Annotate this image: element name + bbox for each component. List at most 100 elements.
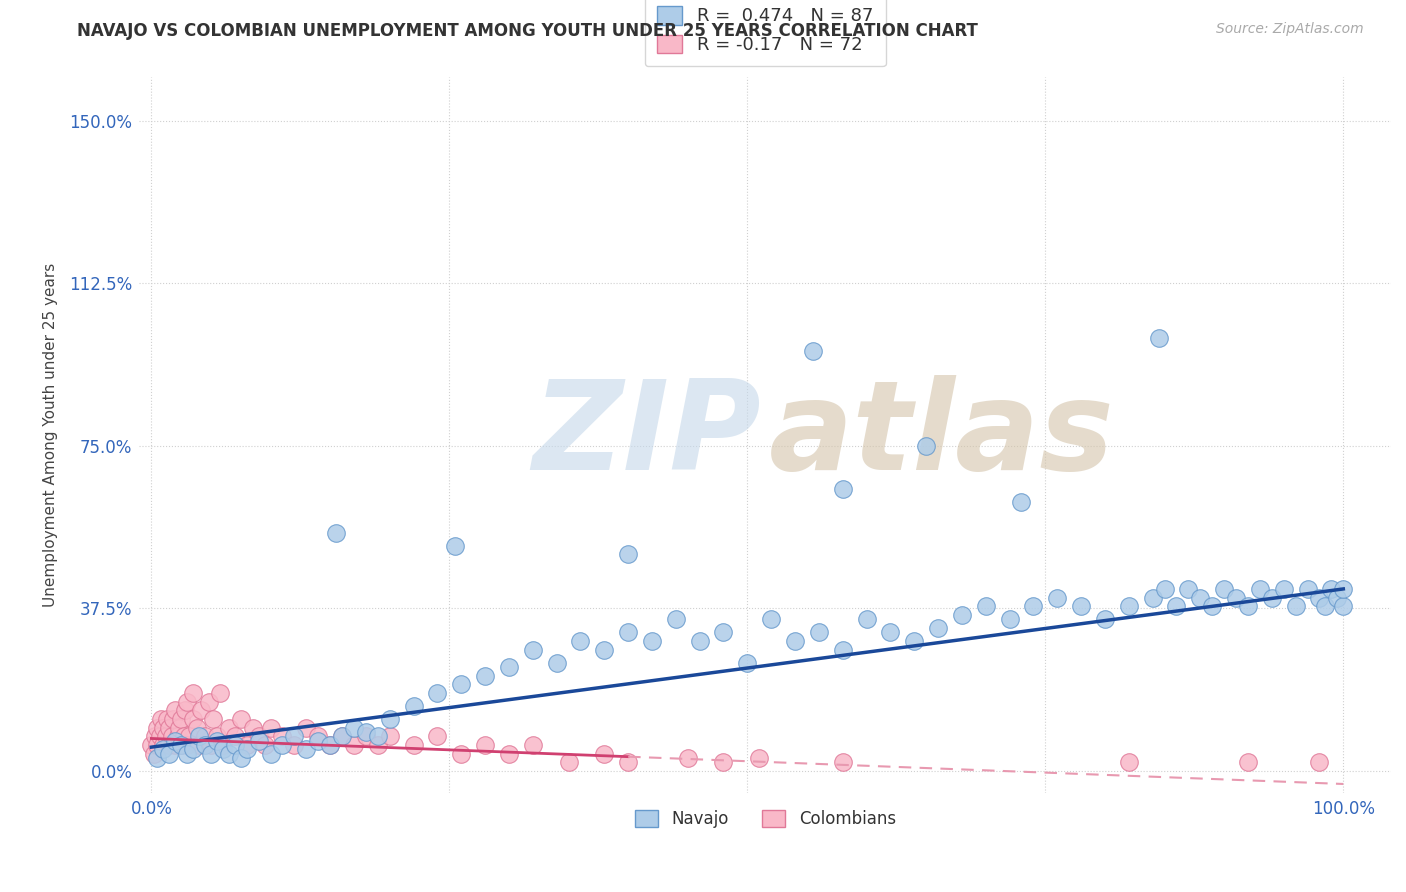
Point xyxy=(146,738,169,752)
Point xyxy=(1285,599,1308,614)
Point xyxy=(557,756,579,770)
Point xyxy=(157,738,180,752)
Point xyxy=(259,721,281,735)
Point xyxy=(190,703,212,717)
Point xyxy=(498,747,520,761)
Point xyxy=(283,738,305,752)
Point xyxy=(247,729,270,743)
Point xyxy=(143,729,166,743)
Point xyxy=(1308,756,1330,770)
Point xyxy=(522,642,544,657)
Text: atlas: atlas xyxy=(769,375,1115,496)
Point xyxy=(200,738,222,752)
Point xyxy=(202,712,225,726)
Point xyxy=(181,742,204,756)
Point xyxy=(617,547,640,561)
Point xyxy=(146,751,169,765)
Point xyxy=(179,729,201,743)
Point xyxy=(253,738,276,752)
Point xyxy=(831,482,853,496)
Point xyxy=(212,742,235,756)
Point xyxy=(974,599,997,614)
Point xyxy=(205,733,228,747)
Point xyxy=(1011,495,1033,509)
Point xyxy=(165,733,187,747)
Point xyxy=(194,729,217,743)
Point xyxy=(271,729,294,743)
Point xyxy=(1308,591,1330,605)
Point xyxy=(1201,599,1223,614)
Point xyxy=(319,738,342,752)
Point xyxy=(402,698,425,713)
Point xyxy=(247,733,270,747)
Point xyxy=(367,729,389,743)
Point xyxy=(229,712,252,726)
Point xyxy=(1261,591,1284,605)
Point xyxy=(160,729,183,743)
Legend: Navajo, Colombians: Navajo, Colombians xyxy=(628,803,903,834)
Point xyxy=(330,729,353,743)
Y-axis label: Unemployment Among Youth under 25 years: Unemployment Among Youth under 25 years xyxy=(44,263,58,607)
Point xyxy=(142,747,165,761)
Point xyxy=(307,729,329,743)
Point xyxy=(1070,599,1092,614)
Point xyxy=(1331,599,1354,614)
Point xyxy=(295,742,318,756)
Point xyxy=(271,738,294,752)
Point xyxy=(1331,582,1354,596)
Point xyxy=(242,721,264,735)
Point xyxy=(157,721,180,735)
Point xyxy=(402,738,425,752)
Point xyxy=(152,721,174,735)
Point xyxy=(1315,599,1337,614)
Point xyxy=(295,721,318,735)
Point xyxy=(617,625,640,640)
Point xyxy=(1142,591,1164,605)
Point xyxy=(176,695,198,709)
Point xyxy=(354,725,377,739)
Point xyxy=(173,729,195,743)
Point xyxy=(713,756,735,770)
Point xyxy=(194,738,217,752)
Point xyxy=(522,738,544,752)
Point xyxy=(325,525,347,540)
Point xyxy=(378,712,401,726)
Point xyxy=(807,625,830,640)
Point xyxy=(1189,591,1212,605)
Point xyxy=(927,621,949,635)
Point xyxy=(152,742,174,756)
Point xyxy=(1177,582,1199,596)
Point xyxy=(235,742,257,756)
Point xyxy=(801,343,824,358)
Point xyxy=(879,625,901,640)
Point xyxy=(170,738,193,752)
Point xyxy=(176,738,198,752)
Point xyxy=(676,751,699,765)
Point xyxy=(903,634,925,648)
Point xyxy=(450,677,472,691)
Point xyxy=(343,738,366,752)
Point xyxy=(354,729,377,743)
Point xyxy=(1118,756,1140,770)
Point xyxy=(737,656,759,670)
Point xyxy=(783,634,806,648)
Point xyxy=(1225,591,1247,605)
Point xyxy=(713,625,735,640)
Point xyxy=(188,738,211,752)
Point xyxy=(170,712,193,726)
Text: Source: ZipAtlas.com: Source: ZipAtlas.com xyxy=(1216,22,1364,37)
Point xyxy=(212,738,235,752)
Text: NAVAJO VS COLOMBIAN UNEMPLOYMENT AMONG YOUTH UNDER 25 YEARS CORRELATION CHART: NAVAJO VS COLOMBIAN UNEMPLOYMENT AMONG Y… xyxy=(77,22,979,40)
Point xyxy=(1046,591,1069,605)
Point xyxy=(1094,612,1116,626)
Point xyxy=(1237,756,1260,770)
Point xyxy=(915,439,938,453)
Point xyxy=(229,751,252,765)
Point xyxy=(593,642,616,657)
Point xyxy=(141,738,163,752)
Point xyxy=(1022,599,1045,614)
Point xyxy=(330,729,353,743)
Point xyxy=(1166,599,1188,614)
Point xyxy=(1272,582,1295,596)
Point xyxy=(569,634,592,648)
